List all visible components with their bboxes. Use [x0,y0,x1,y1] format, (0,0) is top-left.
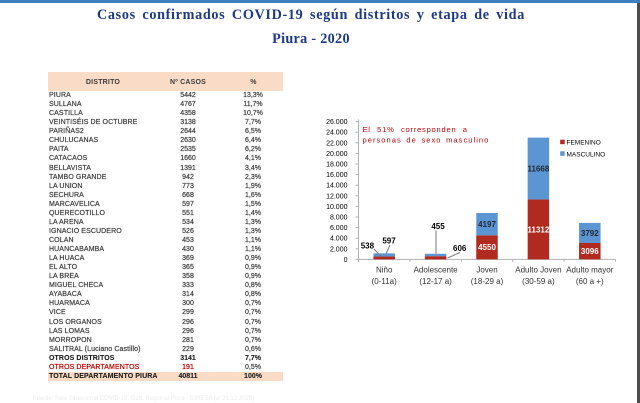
svg-text:597: 597 [382,237,396,246]
svg-text:26.000: 26.000 [326,119,348,126]
svg-text:(0-11a): (0-11a) [372,277,398,286]
svg-text:4.000: 4.000 [330,236,348,243]
svg-text:20.000: 20.000 [326,151,348,158]
svg-text:(60 a +): (60 a +) [576,277,604,286]
svg-text:455: 455 [431,222,445,231]
svg-text:(30-59 a): (30-59 a) [522,277,555,286]
svg-text:personas de sexo masculino: personas de sexo masculino [363,135,490,144]
svg-text:3792: 3792 [581,229,599,238]
svg-text:0: 0 [344,257,348,264]
svg-text:11312: 11312 [527,225,549,234]
svg-text:11668: 11668 [527,164,549,173]
svg-text:Niño: Niño [376,265,393,274]
svg-text:8.000: 8.000 [330,215,348,222]
svg-text:14.000: 14.000 [326,183,348,190]
svg-text:Adulto mayor: Adulto mayor [566,265,613,274]
svg-text:538: 538 [361,241,375,250]
svg-text:606: 606 [453,244,467,253]
svg-text:3096: 3096 [581,247,599,256]
svg-text:4197: 4197 [478,220,496,229]
svg-text:Joven: Joven [476,265,497,274]
svg-text:(18-29 a): (18-29 a) [471,277,504,286]
svg-text:4550: 4550 [478,243,496,252]
svg-text:16.000: 16.000 [326,172,348,179]
svg-text:6.000: 6.000 [330,225,348,232]
svg-text:(12-17 a): (12-17 a) [419,277,452,286]
svg-text:24.000: 24.000 [326,130,348,137]
svg-text:Adulto Joven: Adulto Joven [515,265,561,274]
svg-text:12.000: 12.000 [326,193,348,200]
svg-text:18.000: 18.000 [326,162,348,169]
svg-text:El 51% corresponden a: El 51% corresponden a [363,125,468,134]
svg-text:FEMENINO: FEMENINO [567,140,601,147]
svg-text:MASCULINO: MASCULINO [567,151,606,158]
svg-text:2.000: 2.000 [330,246,348,253]
svg-text:10.000: 10.000 [326,204,348,211]
svg-text:22.000: 22.000 [326,140,348,147]
svg-text:Adolescente: Adolescente [414,265,459,274]
